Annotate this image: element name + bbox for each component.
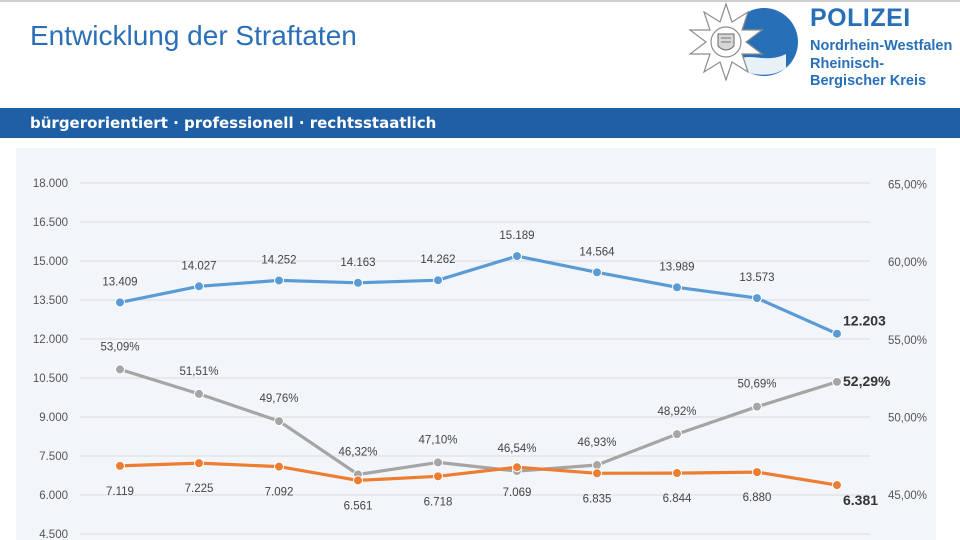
data-point [512, 251, 522, 262]
y2-tick-label: 50,00% [888, 412, 927, 424]
logo-title: POLIZEI [810, 4, 911, 32]
series-line-0 [119, 254, 838, 336]
y-tick-label: 13.500 [33, 295, 68, 307]
data-label: 14.564 [579, 246, 615, 258]
data-point [752, 293, 762, 304]
data-label: 53,09% [100, 341, 139, 353]
data-label: 14.262 [420, 254, 455, 266]
data-point [115, 460, 125, 471]
police-star-icon [688, 2, 798, 82]
data-point [832, 376, 842, 387]
top-divider [0, 0, 960, 2]
data-label: 7.119 [106, 486, 134, 498]
series-line-1 [119, 367, 838, 477]
y-tick-label: 4.500 [39, 529, 68, 540]
data-label: 6.561 [344, 500, 373, 512]
data-label: 14.252 [261, 254, 296, 266]
polizei-logo: POLIZEI Nordrhein-Westfalen Rheinisch- B… [686, 2, 956, 90]
data-label: 7.069 [503, 487, 532, 499]
data-point [274, 461, 284, 472]
data-point [353, 475, 363, 486]
data-label: 52,29% [843, 373, 891, 389]
data-label: 13.409 [102, 276, 137, 288]
tagline-band: bürgerorientiert · professionell · recht… [0, 108, 960, 138]
series-line-2 [119, 461, 838, 487]
y-tick-label: 12.000 [33, 334, 68, 346]
data-label: 6.844 [663, 493, 692, 505]
data-label: 6.381 [843, 492, 878, 508]
logo-line-4: Bergischer Kreis [810, 73, 927, 89]
data-label: 46,32% [338, 447, 377, 459]
y-tick-label: 16.500 [33, 217, 68, 229]
y2-tick-label: 55,00% [888, 335, 927, 347]
data-point [752, 467, 762, 478]
data-label: 47,10% [418, 434, 457, 446]
data-point [832, 328, 842, 339]
data-point [592, 267, 602, 278]
data-label: 13.573 [739, 272, 774, 284]
page-title: Entwicklung der Straftaten [30, 20, 357, 51]
data-point [672, 468, 682, 479]
data-point [433, 471, 443, 482]
data-label: 46,54% [497, 443, 536, 455]
data-label: 51,51% [179, 366, 218, 378]
y2-tick-label: 45,00% [888, 490, 927, 502]
data-point [512, 462, 522, 473]
data-label: 7.092 [265, 487, 294, 499]
data-point [115, 364, 125, 375]
data-point [752, 401, 762, 412]
data-point [592, 468, 602, 479]
data-label: 49,76% [259, 393, 298, 405]
data-point [194, 458, 204, 469]
y-tick-label: 6.000 [39, 490, 68, 502]
y-tick-label: 9.000 [39, 412, 68, 424]
y2-tick-label: 65,00% [888, 180, 927, 192]
y-tick-label: 18.000 [33, 178, 68, 190]
data-point [353, 277, 363, 288]
data-label: 48,92% [657, 406, 696, 418]
data-label: 50,69% [737, 379, 776, 391]
data-label: 6.880 [743, 492, 772, 504]
data-point [194, 281, 204, 292]
y2-tick-label: 60,00% [888, 257, 927, 269]
data-point [433, 275, 443, 286]
data-point [194, 388, 204, 399]
data-point [672, 282, 682, 293]
data-point [592, 460, 602, 471]
data-label: 12.203 [843, 313, 886, 329]
data-label: 13.989 [659, 261, 694, 273]
y-tick-label: 10.500 [33, 373, 68, 385]
y-tick-label: 7.500 [39, 451, 68, 463]
logo-line-3: Rheinisch- [810, 56, 885, 72]
data-point [672, 429, 682, 440]
data-label: 7.225 [185, 483, 214, 495]
data-label: 14.163 [340, 257, 375, 269]
logo-line-2: Nordrhein-Westfalen [810, 38, 953, 54]
data-point [832, 480, 842, 491]
data-point [433, 457, 443, 468]
data-point [115, 297, 125, 308]
data-label: 6.718 [424, 496, 453, 508]
data-label: 6.835 [583, 493, 612, 505]
data-label: 14.027 [181, 260, 216, 272]
data-label: 46,93% [577, 437, 616, 449]
tagline-text: bürgerorientiert · professionell · recht… [30, 114, 437, 132]
data-point [274, 416, 284, 427]
data-label: 15.189 [499, 230, 534, 242]
y-tick-label: 15.000 [33, 256, 68, 268]
data-point [274, 275, 284, 286]
